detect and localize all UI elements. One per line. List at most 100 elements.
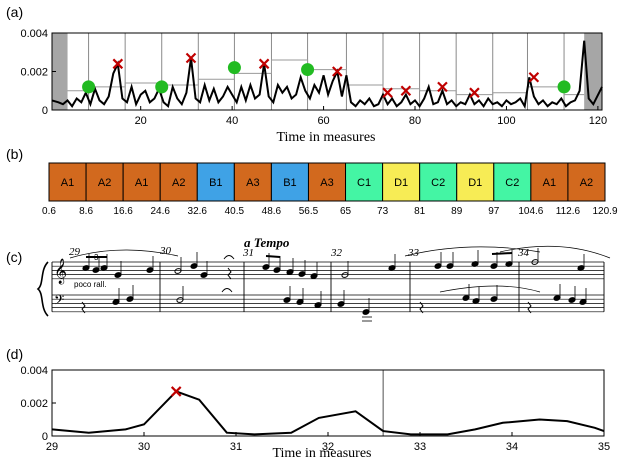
expression-marking: poco rall. (74, 280, 106, 289)
measure-number-31: 31 (242, 247, 254, 259)
boundary-tick-label: 0.6 (42, 206, 56, 217)
boundary-tick-label: 112.6 (556, 206, 581, 217)
fermata-icon (223, 255, 235, 260)
boundary-tick-label: 24.6 (150, 206, 170, 217)
segment-label: A2 (98, 177, 111, 189)
x-tick-label: 100 (497, 115, 515, 127)
segment-box (567, 162, 606, 202)
rest-icon (81, 301, 86, 314)
segment-box (307, 162, 347, 202)
segment-label: A3 (246, 177, 259, 189)
boundary-tick-label: 89 (451, 206, 463, 217)
x-tick-label: 33 (414, 441, 426, 453)
boundary-tick-label: 81 (414, 206, 426, 217)
y-tick-label: 0.004 (20, 365, 48, 377)
panel-label-a: (a) (6, 4, 23, 20)
segment-box (345, 162, 384, 202)
segment-c2: C2 (493, 162, 532, 202)
segment-label: D1 (468, 177, 482, 189)
segment-box (493, 162, 532, 202)
segment-box (233, 162, 272, 202)
boundary-tick-label: 73 (377, 206, 389, 217)
segment-label: B1 (283, 177, 296, 189)
segment-a2: A2 (567, 162, 606, 202)
slur (404, 246, 541, 257)
x-tick-label: 29 (46, 441, 58, 453)
bass-clef-icon: 𝄢 (54, 294, 64, 311)
panel-d-plot: 29 30 31 32 33 34 35 0 0.002 0.004 (20, 365, 610, 453)
y-tick-label: 0 (42, 105, 48, 117)
green-marker (82, 80, 96, 94)
y-tick-label: 0.002 (20, 398, 48, 410)
segment-a2: A2 (85, 162, 124, 202)
boundary-tick-label: 56.5 (299, 206, 319, 217)
segment-box (122, 162, 161, 202)
red-cross-marker (400, 85, 412, 97)
segment-label: A1 (61, 177, 74, 189)
panel-label-b: (b) (6, 146, 23, 162)
slur (499, 245, 611, 259)
measure-number-33: 33 (407, 247, 420, 259)
green-marker (557, 80, 571, 94)
segment-a1: A1 (530, 162, 569, 202)
segment-a1: A1 (48, 162, 87, 202)
x-tick-label: 31 (230, 441, 242, 453)
x-tick-label: 30 (138, 441, 150, 453)
grand-staff-brace (36, 261, 49, 317)
fermata-icon (221, 288, 233, 293)
segment-label: A1 (543, 177, 556, 189)
segment-d1: D1 (382, 162, 421, 202)
boundary-tick-label: 8.6 (79, 206, 93, 217)
segment-box (382, 162, 421, 202)
x-tick-label: 80 (409, 115, 421, 127)
x-tick-label: 35 (598, 441, 610, 453)
segment-label: A2 (172, 177, 185, 189)
red-cross-marker (528, 71, 540, 83)
panel-c-score: a Tempo 29 30 31 32 33 34 3 poco rall. 𝄞… (36, 235, 611, 322)
series-black-curve (51, 40, 603, 110)
segment-label: B1 (209, 177, 222, 189)
segment-box (270, 162, 309, 202)
segment-a3: A3 (233, 162, 272, 202)
x-tick-label: 60 (317, 115, 329, 127)
segment-c2: C2 (419, 162, 458, 202)
y-tick-label: 0.004 (20, 28, 48, 40)
red-cross-marker (332, 66, 343, 77)
treble-clef-icon: 𝄞 (54, 258, 67, 284)
slur (439, 285, 541, 293)
rest-icon (419, 301, 424, 314)
y-tick-label: 0.002 (20, 67, 48, 79)
segment-b1: B1 (196, 162, 235, 202)
segment-b1: B1 (270, 162, 309, 202)
segment-box (159, 162, 198, 202)
panel-a-xlabel: Time in measures (276, 130, 375, 145)
gray-shaded-region (52, 33, 68, 110)
segment-box (530, 162, 569, 202)
x-tick-label: 34 (506, 441, 518, 453)
segment-box (419, 162, 458, 202)
segment-d1: D1 (456, 162, 495, 202)
green-marker (227, 61, 241, 75)
segment-label: D1 (394, 177, 408, 189)
boundary-tick-label: 97 (488, 206, 500, 217)
boundary-tick-label: 32.6 (188, 206, 208, 217)
measure-number-29: 29 (69, 246, 81, 258)
red-cross-marker (382, 87, 393, 98)
measure-number-30: 30 (159, 245, 172, 257)
x-tick-label: 40 (226, 115, 238, 127)
boundary-tick-label: 48.6 (262, 206, 282, 217)
segment-box (48, 162, 87, 202)
segment-label: A2 (580, 177, 593, 189)
segment-a2: A2 (159, 162, 198, 202)
beam (491, 252, 513, 255)
boundary-tick-label: 40.5 (225, 206, 245, 217)
red-cross-marker (258, 58, 270, 70)
red-cross-marker (185, 52, 197, 64)
panel-label-c: (c) (6, 249, 22, 265)
segment-c1: C1 (345, 162, 384, 202)
boundary-tick-label: 65 (340, 206, 352, 217)
x-tick-label: 20 (135, 115, 147, 127)
segment-a3: A3 (307, 162, 347, 202)
segment-box (456, 162, 495, 202)
